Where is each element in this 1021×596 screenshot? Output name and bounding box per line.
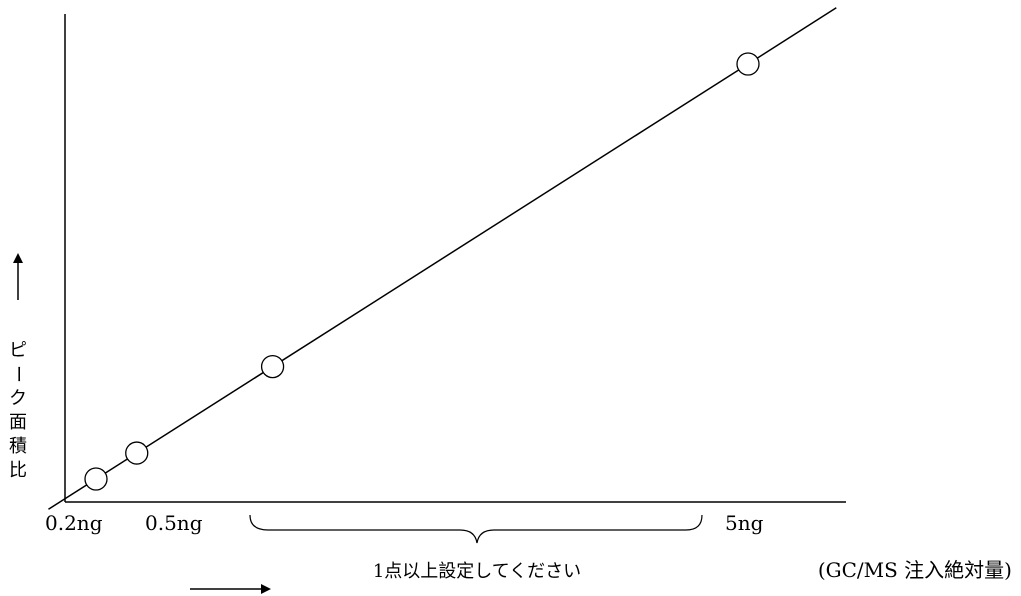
x-axis-label: (GC/MS 注入絶対量) (818, 558, 1012, 582)
x-tick-label: 0.5ng (145, 511, 203, 535)
data-point (737, 53, 759, 75)
x-tick-label: 0.2ng (45, 511, 103, 535)
fit-line (48, 8, 836, 509)
range-annotation: 1点以上設定してください (373, 561, 581, 582)
y-axis-label-char: ー (7, 365, 28, 383)
y-axis-label-char: 面 (9, 412, 27, 433)
x-tick-label: 5ng (725, 511, 764, 535)
data-point (85, 468, 107, 490)
data-point (262, 356, 284, 378)
y-axis-label-char: ピ (9, 340, 27, 361)
y-axis-label-char: 積 (9, 436, 27, 457)
y-axis-label-char: 比 (9, 460, 27, 481)
data-point (126, 442, 148, 464)
fit-line-layer (48, 8, 836, 509)
range-brace (250, 515, 702, 543)
y-axis-label-char: ク (9, 388, 27, 409)
